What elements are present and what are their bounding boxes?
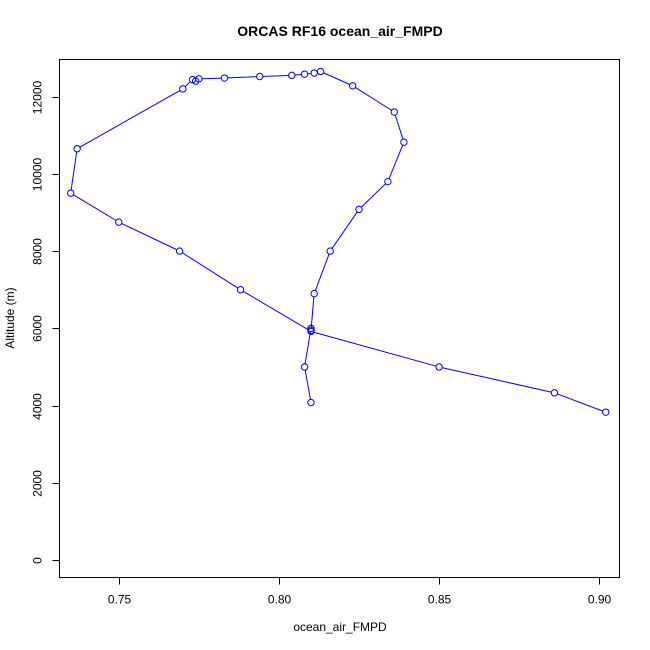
- data-point: [307, 398, 315, 407]
- series-line-segment: [79, 90, 181, 148]
- data-point: [175, 247, 184, 255]
- series-line-segment: [388, 145, 404, 179]
- series-line-segment: [263, 74, 289, 77]
- plot-frame: [59, 59, 620, 578]
- x-axis-label: ocean_air_FMPD: [293, 620, 387, 634]
- data-point: [307, 327, 315, 336]
- data-point: [73, 145, 81, 153]
- y-tick-label: 10000: [31, 157, 45, 191]
- x-tick-label: 0.90: [588, 593, 612, 607]
- data-point: [550, 389, 559, 397]
- y-tick-label: 2000: [31, 470, 45, 497]
- series-line-segment: [243, 291, 309, 331]
- x-tick-label: 0.80: [268, 593, 292, 607]
- data-point: [384, 177, 392, 186]
- data-point: [256, 72, 264, 81]
- chart-title: ORCAS RF16 ocean_air_FMPD: [237, 23, 442, 39]
- y-tick-label: 6000: [31, 315, 45, 342]
- data-point: [179, 85, 187, 93]
- data-point: [307, 324, 315, 333]
- data-point: [316, 67, 325, 76]
- data-point: [390, 108, 398, 116]
- series-line-segment: [304, 370, 311, 400]
- data-point: [310, 289, 318, 298]
- series-line-segment: [331, 211, 358, 249]
- series-line-segment: [304, 331, 311, 364]
- series-line-segment: [184, 81, 191, 87]
- data-point: [236, 286, 245, 294]
- data-point: [67, 189, 75, 197]
- x-tick-label: 0.85: [428, 593, 452, 607]
- y-tick-label: 0: [31, 557, 45, 564]
- data-point: [288, 71, 296, 80]
- series-line-segment: [394, 115, 404, 140]
- x-tick-label: 0.75: [108, 593, 132, 607]
- data-point: [602, 408, 610, 416]
- y-tick-label: 4000: [31, 393, 45, 420]
- data-point: [310, 69, 318, 77]
- series-line-segment: [557, 393, 603, 412]
- series-line-segment: [227, 76, 257, 79]
- series-line-segment: [314, 254, 330, 291]
- series-line-segment: [442, 367, 552, 393]
- series-line-segment: [202, 77, 222, 80]
- y-tick-label: 8000: [31, 238, 45, 265]
- data-point: [220, 74, 229, 82]
- series-line-segment: [295, 73, 302, 76]
- series-line-segment: [73, 194, 117, 221]
- data-point: [400, 138, 408, 146]
- data-point: [300, 70, 309, 78]
- data-point: [326, 247, 334, 255]
- series-line-segment: [361, 183, 386, 208]
- series-line-segment: [121, 223, 177, 251]
- data-point: [115, 218, 123, 226]
- series-line-segment: [310, 296, 315, 327]
- data-point: [300, 363, 309, 371]
- series-line-segment: [70, 152, 78, 190]
- series-line-segment: [355, 87, 392, 111]
- series-line-segment: [323, 72, 350, 85]
- series-line-segment: [314, 331, 436, 367]
- data-point: [435, 363, 443, 371]
- y-axis-label: Altitude (m): [3, 287, 17, 348]
- y-tick-label: 12000: [31, 80, 45, 114]
- data-point: [355, 205, 363, 214]
- y-axis: 0 2000 4000 6000 8000 10000 12000: [31, 80, 60, 564]
- x-axis: 0.75 0.80 0.85 0.90: [108, 577, 612, 607]
- data-point: [348, 82, 357, 90]
- data-point: [188, 75, 197, 84]
- series-layer: [67, 67, 610, 416]
- series-line-segment: [182, 252, 238, 289]
